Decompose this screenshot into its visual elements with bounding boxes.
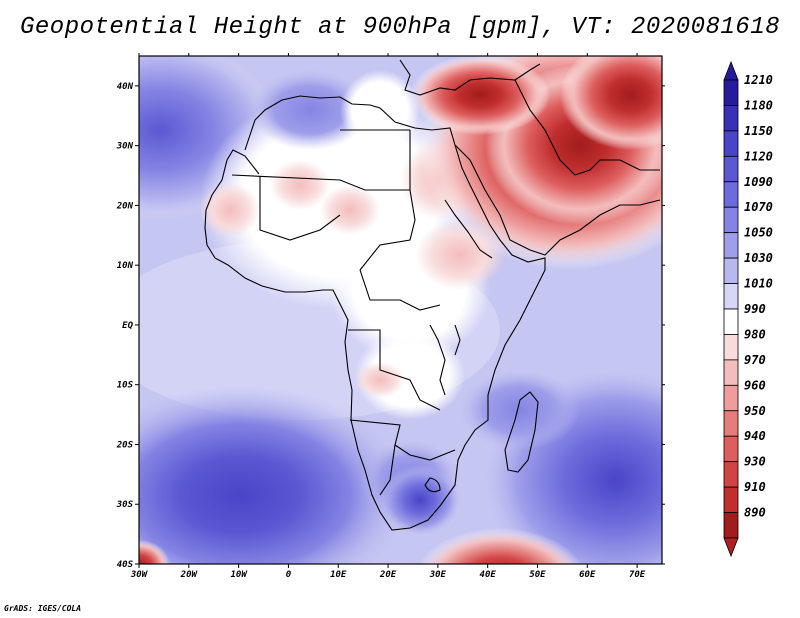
colorbar-swatch: [723, 206, 739, 234]
colorbar-label: 1050: [744, 226, 773, 240]
colorbar: 1210 1180 1150 1120 1090 1070 1050 1030 1010 990 9…: [723, 60, 773, 558]
colorbar-swatch: [723, 435, 739, 463]
grads-credit: GrADS: IGES/COLA: [4, 604, 82, 613]
longitude-axis: 30W 20W 10W 0 10E 20E 30E 40E 50E 60E 70E: [130, 53, 646, 580]
lat-tick-label: 20S: [116, 440, 134, 450]
lon-tick-label: 60E: [579, 570, 596, 580]
colorbar-swatch: [723, 486, 739, 513]
colorbar-label: 1010: [744, 277, 773, 291]
colorbar-label: 890: [744, 506, 766, 520]
colorbar-swatch: [723, 410, 739, 437]
colorbar-label: 980: [744, 327, 766, 341]
colorbar-label: 930: [744, 455, 766, 469]
colorbar-label: 1210: [744, 73, 773, 87]
plot-frame: [138, 55, 663, 565]
lon-tick-label: 20E: [379, 570, 397, 580]
lon-tick-label: 50E: [529, 570, 546, 580]
colorbar-swatch: [723, 334, 739, 361]
colorbar-swatch: [723, 308, 739, 335]
latitude-axis: 40N 30N 20N 10N EQ 10S 20S 30S 40S: [116, 82, 665, 570]
coastlines: [204, 59, 661, 531]
colorbar-label: 1070: [744, 200, 773, 214]
lon-tick-label: 40E: [480, 570, 497, 580]
lat-tick-label: 30S: [116, 500, 134, 510]
lon-tick-label: 10E: [330, 570, 347, 580]
lat-tick-label: EQ: [122, 321, 133, 331]
lon-tick-label: 70E: [629, 570, 646, 580]
colorbar-label: 1030: [744, 251, 773, 265]
lat-tick-label: 10S: [117, 381, 134, 391]
colorbar-label: 1150: [744, 124, 773, 138]
colorbar-swatch: [723, 512, 739, 539]
colorbar-label: 940: [744, 429, 766, 443]
colorbar-swatch: [723, 181, 739, 208]
colorbar-label: 970: [744, 353, 766, 367]
lat-tick-label: 40N: [117, 82, 134, 92]
colorbar-label: 950: [744, 404, 766, 418]
colorbar-label: 960: [744, 378, 766, 392]
lat-tick-label: 30N: [116, 142, 134, 152]
colorbar-bottom-arrow: [723, 537, 739, 558]
colorbar-swatch: [723, 461, 739, 488]
chart-title: Geopotential Height at 900hPa [gpm], VT:…: [19, 14, 781, 41]
colorbar-swatch: [723, 155, 739, 183]
colorbar-label: 1120: [744, 149, 773, 163]
lat-tick-label: 20N: [116, 201, 134, 211]
lon-tick-label: 0: [286, 570, 292, 580]
lon-tick-label: 20W: [180, 570, 199, 580]
colorbar-label: 990: [744, 302, 766, 316]
colorbar-swatch: [723, 384, 739, 412]
colorbar-label: 1090: [744, 175, 773, 189]
colorbar-swatch: [723, 130, 739, 157]
lon-tick-label: 30E: [429, 570, 447, 580]
colorbar-swatch: [723, 359, 739, 386]
lon-tick-label: 30W: [130, 570, 149, 580]
colorbar-swatch: [723, 283, 739, 310]
colorbar-top-arrow: [723, 60, 739, 81]
colorbar-label: 1180: [744, 98, 773, 112]
colorbar-label: 910: [744, 480, 766, 494]
colorbar-swatch: [723, 105, 739, 132]
colorbar-swatch: [723, 232, 739, 259]
colorbar-swatch: [723, 257, 739, 284]
lat-tick-label: 40S: [117, 560, 134, 570]
colorbar-swatch: [723, 79, 739, 106]
lat-tick-label: 10N: [117, 261, 134, 271]
lon-tick-label: 10W: [230, 570, 248, 580]
